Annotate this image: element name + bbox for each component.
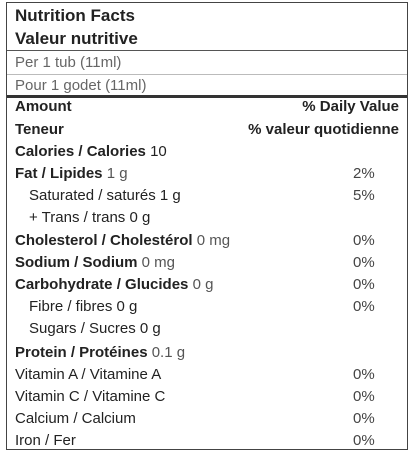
calories-row: Calories / Calories 10	[15, 141, 399, 163]
nutrient-amount: 0 g	[129, 209, 151, 226]
nutrient-amount: 1 g	[159, 187, 181, 204]
daily-value: 0%	[353, 388, 375, 405]
nutrient-amount: 0 mg	[141, 254, 176, 271]
daily-value: 0%	[353, 254, 375, 271]
nutrient-amount: 0 g	[139, 320, 161, 337]
title-fr: Valeur nutritive	[15, 29, 138, 48]
nutrient-label: Protein / Protéines	[15, 344, 148, 361]
nutrient-row: Iron / Fer 0%	[15, 430, 399, 452]
nutrient-row: Fibre / fibres 0 g 0%	[15, 296, 399, 318]
nutrient-label: Iron / Fer	[15, 432, 76, 449]
thick-divider	[7, 95, 407, 98]
daily-value: 0%	[353, 232, 375, 249]
nutrient-row: Protein / Protéines 0.1 g	[15, 342, 399, 364]
nutrient-amount: 0 mg	[196, 232, 231, 249]
nutrient-row: Sugars / Sucres 0 g	[15, 318, 399, 340]
dv-header: % Daily Value	[302, 98, 399, 115]
nutrient-label: + Trans / trans	[29, 209, 126, 226]
serving-size-fr: Pour 1 godet (11ml)	[15, 77, 147, 94]
nutrient-label: Cholesterol / Cholestérol	[15, 232, 193, 249]
nutrient-row: + Trans / trans 0 g	[15, 207, 399, 229]
nutrient-row: Vitamin A / Vitamine A 0%	[15, 364, 399, 386]
nutrient-label: Fibre / fibres	[29, 298, 113, 315]
divider	[7, 74, 407, 75]
nutrient-row: Saturated / saturés 1 g 5%	[15, 185, 399, 207]
nutrient-label: Sodium / Sodium	[15, 254, 138, 271]
daily-value: 0%	[353, 298, 375, 315]
daily-value: 0%	[353, 432, 375, 449]
nutrition-label: Nutrition Facts Valeur nutritive Per 1 t…	[6, 2, 408, 450]
nutrient-row: Vitamin C / Vitamine C 0%	[15, 386, 399, 408]
nutrient-label: Saturated / saturés	[29, 187, 156, 204]
column-header-fr: Teneur % valeur quotidienne	[15, 119, 399, 141]
amount-header: Amount	[15, 98, 72, 115]
daily-value: 5%	[353, 187, 375, 204]
nutrient-row: Carbohydrate / Glucides 0 g 0%	[15, 274, 399, 296]
serving-size: Per 1 tub (11ml)	[15, 54, 122, 71]
dv-header-fr: % valeur quotidienne	[248, 121, 399, 138]
daily-value: 0%	[353, 410, 375, 427]
divider	[7, 50, 407, 51]
nutrient-amount: 0.1 g	[151, 344, 186, 361]
nutrient-row: Calcium / Calcium 0%	[15, 408, 399, 430]
nutrient-row: Sodium / Sodium 0 mg 0%	[15, 252, 399, 274]
nutrient-label: Fat / Lipides	[15, 165, 103, 182]
nutrient-label: Calcium / Calcium	[15, 410, 136, 427]
nutrient-label: Sugars / Sucres	[29, 320, 136, 337]
nutrient-row: Fat / Lipides 1 g 2%	[15, 163, 399, 185]
column-header: Amount % Daily Value	[15, 96, 399, 118]
nutrient-label: Vitamin A / Vitamine A	[15, 366, 162, 383]
daily-value: 0%	[353, 276, 375, 293]
nutrient-label: Vitamin C / Vitamine C	[15, 388, 166, 405]
nutrient-row: Cholesterol / Cholestérol 0 mg 0%	[15, 230, 399, 252]
daily-value: 0%	[353, 366, 375, 383]
nutrient-amount: 0 g	[116, 298, 138, 315]
calories-label: Calories / Calories	[15, 143, 146, 160]
nutrient-label: Carbohydrate / Glucides	[15, 276, 189, 293]
nutrient-amount: 1 g	[106, 165, 128, 182]
title: Nutrition Facts	[15, 6, 135, 25]
calories-amount: 10	[150, 143, 167, 160]
amount-header-fr: Teneur	[15, 121, 64, 138]
nutrient-amount: 0 g	[192, 276, 214, 293]
daily-value: 2%	[353, 165, 375, 182]
